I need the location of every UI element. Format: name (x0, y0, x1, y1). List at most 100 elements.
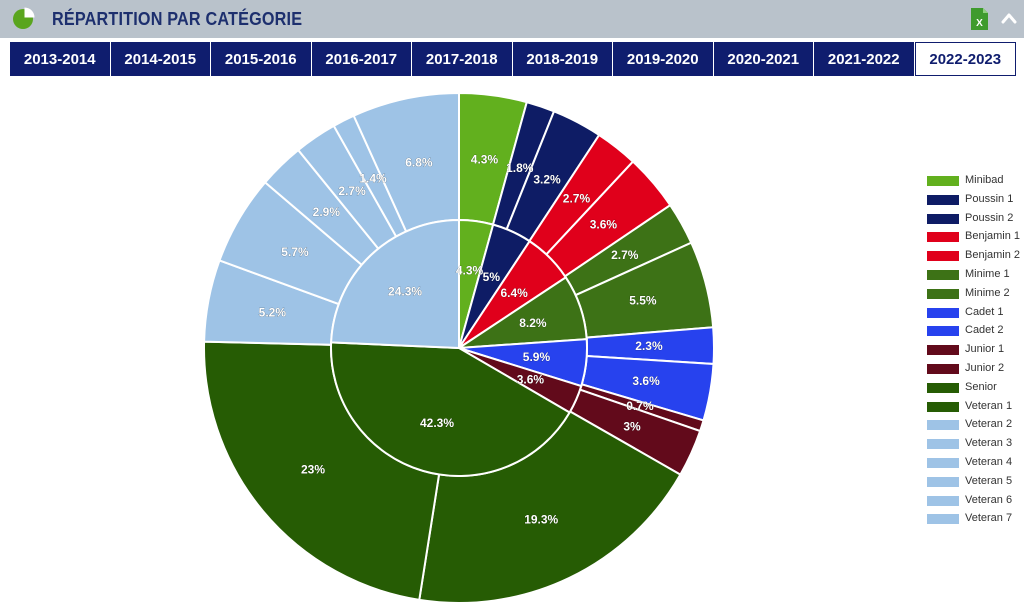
legend-swatch (927, 382, 959, 393)
legend-swatch (927, 288, 959, 299)
outer-data-label: 3.2% (533, 173, 561, 187)
inner-data-label: 24.3% (388, 285, 422, 299)
legend-item[interactable]: Cadet 2 (927, 322, 1022, 341)
legend-swatch (927, 213, 959, 224)
legend-label: Senior (965, 380, 997, 393)
legend-swatch (927, 270, 959, 280)
legend-item[interactable]: Junior 2 (927, 360, 1022, 379)
tab-2017-2018[interactable]: 2017-2018 (412, 42, 513, 76)
excel-export-icon[interactable]: X (968, 7, 990, 31)
legend-item[interactable]: Veteran 2 (927, 416, 1022, 435)
legend-item[interactable]: Senior (927, 379, 1022, 398)
tab-2018-2019[interactable]: 2018-2019 (512, 42, 613, 76)
season-tabs: 2013-2014 2014-2015 2015-2016 2016-2017 2017… (10, 42, 1016, 76)
legend-item[interactable]: Benjamin 1 (927, 228, 1022, 247)
legend-label: Junior 2 (965, 362, 1005, 374)
tab-2020-2021[interactable]: 2020-2021 (713, 42, 814, 76)
tab-2015-2016[interactable]: 2015-2016 (211, 42, 312, 76)
outer-data-label: 2.9% (313, 205, 341, 219)
legend-label: Veteran 3 (965, 437, 1013, 450)
tab-2014-2015[interactable]: 2014-2015 (110, 42, 211, 76)
legend-swatch (927, 326, 959, 337)
inner-data-label: 6.4% (500, 286, 528, 300)
legend-swatch (927, 194, 959, 205)
legend-label: Poussin 1 (965, 192, 1014, 205)
tab-2016-2017[interactable]: 2016-2017 (311, 42, 412, 76)
legend-item[interactable]: Cadet 1 (927, 304, 1022, 323)
legend-swatch (927, 232, 959, 243)
category-sunburst-chart: 4.3%1.8%3.2%2.7%3.6%2.7%5.5%2.3%3.6%0.7%… (203, 91, 715, 604)
legend-swatch (927, 345, 959, 356)
legend-item[interactable]: Veteran 6 (927, 492, 1022, 511)
inner-data-label: 5.9% (523, 350, 551, 364)
outer-data-label: 23% (301, 463, 325, 477)
svg-text:X: X (976, 18, 983, 29)
inner-slice-senior[interactable] (330, 341, 571, 477)
legend-item[interactable]: Poussin 2 (927, 210, 1022, 229)
outer-data-label: 5.5% (629, 293, 657, 307)
outer-data-label: 2.7% (338, 184, 366, 198)
legend-label: Veteran 2 (965, 418, 1013, 431)
legend-label: Poussin 2 (965, 211, 1014, 224)
outer-data-label: 3.6% (590, 218, 618, 232)
outer-data-label: 1.8% (506, 161, 534, 175)
legend-item[interactable]: Veteran 4 (927, 454, 1022, 473)
legend-label: Cadet 1 (965, 305, 1004, 318)
outer-data-label: 3.6% (632, 374, 660, 388)
legend-swatch (927, 495, 959, 506)
outer-data-label: 19.3% (524, 512, 558, 526)
inner-ring (330, 218, 588, 477)
legend-item[interactable]: Minibad (927, 172, 1022, 191)
legend-item[interactable]: Veteran 5 (927, 473, 1022, 492)
legend-swatch (927, 439, 959, 450)
inner-data-label: 8.2% (519, 316, 547, 330)
legend-swatch (927, 476, 959, 487)
outer-data-label: 2.3% (635, 339, 663, 353)
legend-swatch (927, 420, 959, 431)
legend-item[interactable]: Minime 1 (927, 266, 1022, 285)
tab-2013-2014[interactable]: 2013-2014 (10, 42, 111, 76)
pie-chart-logo-icon (13, 7, 35, 29)
chevron-up-icon[interactable] (1000, 10, 1018, 26)
legend-label: Veteran 1 (965, 399, 1013, 412)
inner-data-label: 5% (483, 270, 501, 284)
outer-data-label: 5.7% (281, 245, 309, 259)
legend-item[interactable]: Poussin 1 (927, 191, 1022, 210)
legend-item[interactable]: Veteran 1 (927, 398, 1022, 417)
legend-label: Junior 1 (965, 343, 1005, 356)
legend-swatch (927, 458, 959, 468)
legend-label: Veteran 6 (965, 493, 1013, 506)
legend-label: Veteran 7 (965, 512, 1013, 525)
tab-2019-2020[interactable]: 2019-2020 (613, 42, 714, 76)
data-labels: 4.3%1.8%3.2%2.7%3.6%2.7%5.5%2.3%3.6%0.7%… (258, 152, 663, 526)
outer-data-label: 2.7% (563, 192, 591, 206)
outer-data-label: 6.8% (405, 155, 433, 169)
legend-item[interactable]: Junior 1 (927, 341, 1022, 360)
legend-label: Minime 2 (965, 286, 1010, 299)
legend-item[interactable]: Minime 2 (927, 285, 1022, 304)
inner-data-label: 42.3% (420, 416, 454, 430)
page-title: RÉPARTITION PAR CATÉGORIE (52, 9, 303, 29)
inner-data-label: 4.3% (456, 264, 484, 278)
legend-item[interactable]: Veteran 7 (927, 510, 1022, 529)
legend-label: Veteran 5 (965, 474, 1013, 487)
legend-label: Benjamin 1 (965, 230, 1021, 243)
legend-label: Cadet 2 (965, 324, 1004, 337)
legend-item[interactable]: Veteran 3 (927, 435, 1022, 454)
legend-item[interactable]: Benjamin 2 (927, 247, 1022, 266)
legend-swatch (927, 364, 959, 374)
legend-label: Benjamin 2 (965, 249, 1021, 262)
legend-swatch (927, 307, 959, 318)
legend-label: Minibad (965, 174, 1004, 186)
legend-swatch (927, 176, 959, 186)
tab-2021-2022[interactable]: 2021-2022 (814, 42, 915, 76)
inner-data-label: 3.6% (517, 372, 545, 386)
legend-label: Minime 1 (965, 268, 1010, 280)
tab-2022-2023[interactable]: 2022-2023 (914, 42, 1016, 76)
legend-swatch (927, 514, 959, 525)
panel-header: RÉPARTITION PAR CATÉGORIE X (0, 0, 1024, 38)
inner-slice-veteran[interactable] (330, 218, 460, 350)
outer-data-label: 5.2% (259, 306, 287, 320)
legend-swatch (927, 401, 959, 412)
outer-data-label: 2.7% (611, 248, 639, 262)
